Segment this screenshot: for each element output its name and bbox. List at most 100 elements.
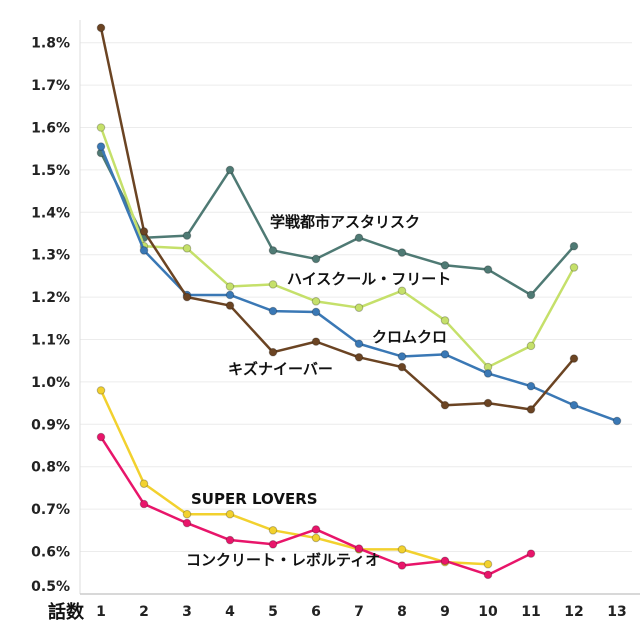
data-point: [440, 261, 450, 270]
data-point: [268, 526, 278, 535]
data-point: [483, 570, 493, 580]
data-point: [96, 142, 106, 151]
data-point: [569, 400, 579, 410]
data-point: [311, 337, 321, 346]
data-point: [397, 352, 407, 361]
data-point: [397, 248, 407, 257]
data-point: [139, 479, 149, 488]
data-point: [96, 432, 106, 442]
y-tick-label: 1.2%: [31, 290, 70, 306]
data-point: [182, 231, 192, 240]
gridlines: [80, 42, 632, 552]
data-point: [526, 381, 536, 391]
data-point: [354, 233, 364, 243]
x-tick-label: 12: [564, 604, 583, 620]
data-point: [311, 533, 321, 543]
data-point: [311, 525, 321, 534]
data-point: [96, 386, 106, 395]
data-point: [440, 350, 450, 359]
data-point: [483, 559, 493, 569]
data-point: [397, 561, 407, 570]
data-point: [569, 263, 579, 272]
data-point: [225, 535, 235, 545]
data-point: [397, 286, 407, 296]
x-tick-label: 9: [440, 604, 450, 620]
series-line: [99, 127, 576, 369]
data-point: [225, 290, 235, 300]
series-label: コンクリート・レボルティオ: [186, 551, 380, 569]
series-line: [99, 389, 489, 566]
data-point: [354, 339, 364, 349]
x-tick-label: 2: [139, 604, 149, 620]
x-tick-label: 7: [354, 604, 364, 620]
data-point: [311, 254, 321, 264]
x-tick-label: 11: [521, 604, 540, 620]
data-point: [526, 549, 536, 558]
data-point: [354, 544, 364, 553]
y-tick-label: 0.8%: [31, 460, 70, 476]
data-point: [225, 509, 235, 519]
data-point: [483, 265, 493, 274]
data-point: [182, 518, 192, 528]
data-point: [139, 227, 149, 236]
x-tick-label: 6: [311, 604, 321, 620]
data-point: [354, 353, 364, 362]
data-point: [440, 556, 450, 566]
data-point: [268, 306, 278, 316]
y-tick-label: 1.8%: [31, 36, 70, 52]
series-group: [96, 23, 622, 580]
series-4: [96, 386, 493, 569]
series-label: 学戦都市アスタリスク: [270, 213, 420, 231]
data-point: [182, 244, 192, 253]
series-line: [99, 152, 575, 297]
data-point: [569, 241, 579, 251]
series-0: [96, 148, 579, 300]
series-label: キズナイーバー: [228, 360, 333, 378]
data-point: [526, 290, 536, 300]
series-label: クロムクロ: [372, 328, 447, 346]
data-point: [182, 509, 192, 519]
data-point: [354, 303, 364, 313]
data-point: [483, 369, 493, 378]
y-tick-label: 1.5%: [31, 163, 70, 179]
x-tick-label: 4: [225, 604, 235, 620]
x-axis-label: 話数: [48, 601, 85, 623]
series-3: [96, 23, 579, 414]
data-point: [440, 400, 450, 410]
data-point: [268, 347, 278, 357]
y-tick-label: 0.6%: [31, 545, 70, 561]
y-tick-label: 0.9%: [31, 417, 70, 433]
x-tick-label: 8: [397, 604, 407, 620]
y-tick-label: 1.4%: [31, 205, 70, 221]
data-point: [139, 499, 149, 509]
data-point: [225, 282, 235, 291]
y-tick-label: 0.7%: [31, 502, 70, 518]
y-tick-label: 0.5%: [31, 579, 70, 595]
data-point: [440, 316, 450, 325]
data-point: [397, 362, 407, 372]
data-point: [96, 23, 106, 33]
x-tick-label: 1: [96, 604, 106, 620]
data-point: [268, 539, 278, 549]
series-5: [96, 432, 536, 580]
x-tick-label: 3: [182, 604, 192, 620]
x-tick-label: 13: [607, 604, 626, 620]
data-point: [311, 307, 321, 317]
y-tick-label: 1.0%: [31, 375, 70, 391]
y-tick-label: 1.1%: [31, 333, 70, 349]
data-point: [526, 341, 536, 351]
x-tick-label: 10: [478, 604, 498, 620]
series-1: [96, 123, 579, 372]
data-point: [483, 398, 493, 408]
data-point: [139, 246, 149, 255]
data-point: [569, 354, 579, 363]
axes: 0.5% 0.6% 0.7% 0.8% 0.9% 1.0% 1.1% 1.2% 1.3% 1.4%…: [31, 20, 640, 620]
data-point: [268, 246, 278, 255]
y-tick-label: 1.6%: [31, 121, 70, 137]
data-point: [397, 545, 407, 554]
series-label: SUPER LOVERS: [191, 490, 318, 508]
y-tick-label: 1.3%: [31, 248, 70, 264]
series-line: [99, 27, 575, 411]
